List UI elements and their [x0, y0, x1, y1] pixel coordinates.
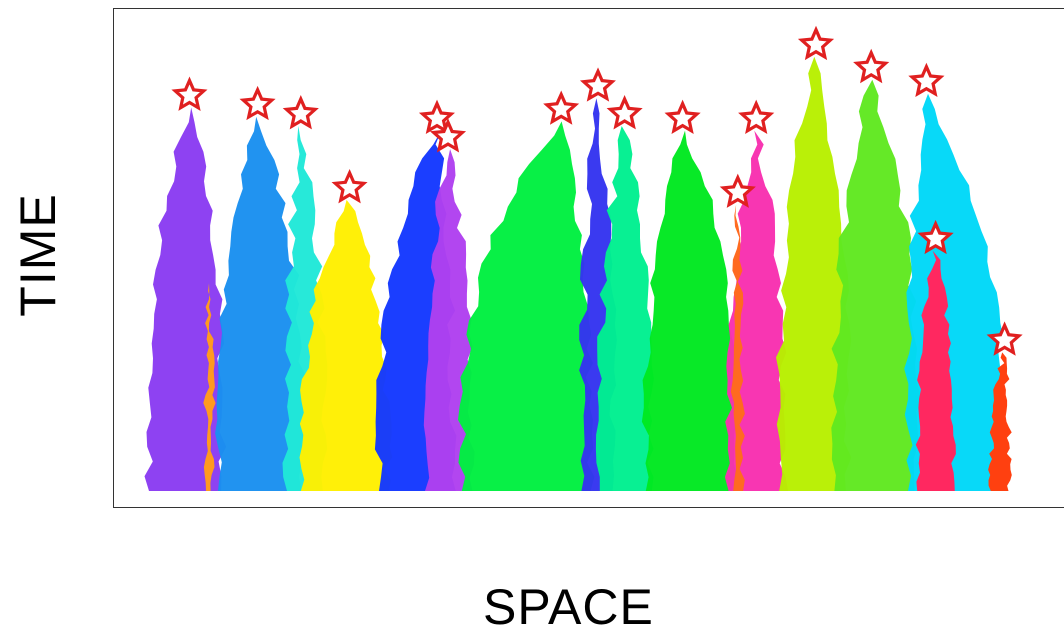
- star-marker-9: [606, 95, 643, 130]
- star-marker-1: [171, 76, 208, 111]
- x-axis-label: SPACE: [483, 579, 654, 635]
- star-marker-3: [282, 94, 319, 130]
- lineage-region-7: [458, 121, 595, 492]
- star-marker-5: [418, 99, 455, 135]
- lineage-region-4: [299, 199, 393, 491]
- star-marker-15: [917, 219, 954, 255]
- star-marker-12: [797, 25, 835, 61]
- inner-strand-3: [203, 283, 216, 491]
- star-marker-layer: [171, 25, 1023, 356]
- star-marker-10: [664, 99, 701, 135]
- lineage-region-2: [215, 116, 308, 492]
- inner-strand-1: [915, 250, 956, 491]
- star-marker-17: [719, 173, 756, 208]
- lineage-canvas: [144, 25, 1023, 492]
- lineage-layer: [144, 56, 1012, 492]
- star-marker-16: [986, 321, 1023, 356]
- star-marker-13: [853, 48, 890, 84]
- star-marker-4: [331, 168, 368, 204]
- lineage-region-12: [776, 56, 852, 491]
- simulation-plot-frame: [113, 8, 1064, 508]
- star-marker-11: [738, 99, 775, 135]
- inner-strand-4: [730, 204, 745, 491]
- lineage-region-9: [595, 126, 654, 491]
- star-marker-6: [429, 118, 467, 153]
- lineage-region-13: [831, 79, 921, 492]
- lineage-region-1: [144, 107, 227, 491]
- lineage-region-10: [641, 130, 739, 491]
- star-marker-2: [239, 85, 276, 121]
- star-marker-8: [579, 67, 616, 102]
- star-marker-14: [908, 62, 945, 97]
- star-marker-7: [543, 90, 580, 125]
- inner-strand-2: [988, 352, 1012, 491]
- y-axis-label: TIME: [10, 193, 66, 317]
